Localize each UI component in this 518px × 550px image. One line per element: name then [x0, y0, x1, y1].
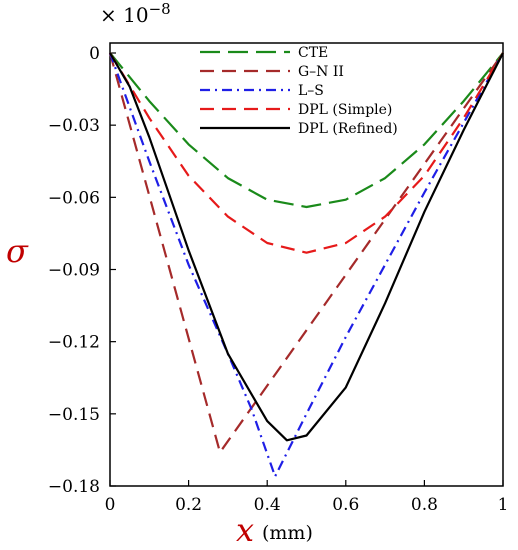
y-tick-label: −0.06: [48, 188, 100, 208]
x-axis-unit: (mm): [262, 522, 313, 544]
scale-exponent: −8: [149, 0, 171, 18]
legend-label: G–N II: [298, 64, 344, 80]
plot-frame: [109, 42, 504, 487]
legend: CTE G–N II L–S DPL (Simple) DPL (Refined): [200, 45, 398, 137]
y-tick-label: −0.12: [48, 333, 100, 353]
x-tick-label: 0: [105, 495, 116, 515]
legend-label: CTE: [298, 45, 328, 61]
x-tick-label: 0.8: [411, 495, 438, 515]
series-line-dpl-refined: [109, 52, 504, 442]
series-layer: [108, 52, 504, 478]
y-axis-label: σ: [6, 232, 29, 270]
scale-factor: × 10−8: [100, 0, 171, 27]
series-line-l-s: [108, 52, 504, 478]
y-tick-label: −0.18: [48, 477, 100, 497]
x-tick-label: 0.6: [332, 495, 359, 515]
y-tick-label: −0.09: [48, 261, 100, 281]
plot-border: [109, 42, 504, 487]
axis-ticks: 0 0.2 0.4 0.6 0.8 1 0 −0.03 −0.06 −0.09 −0.12 −0.15…: [48, 44, 509, 515]
legend-label: DPL (Refined): [298, 121, 398, 137]
legend-label: L–S: [298, 83, 324, 99]
y-tick-label: −0.03: [48, 116, 100, 136]
y-tick-label: −0.15: [48, 405, 100, 425]
series-line-cte: [109, 52, 504, 209]
x-tick-label: 0.4: [254, 495, 281, 515]
series-line-dpl-simple: [109, 52, 504, 254]
y-tick-label: 0: [89, 44, 100, 64]
x-axis-label: x: [236, 511, 254, 549]
series-line-g-n-ii: [108, 52, 504, 454]
x-tick-label: 0.2: [175, 495, 202, 515]
legend-label: DPL (Simple): [298, 102, 392, 118]
x-tick-label: 1: [498, 495, 509, 515]
